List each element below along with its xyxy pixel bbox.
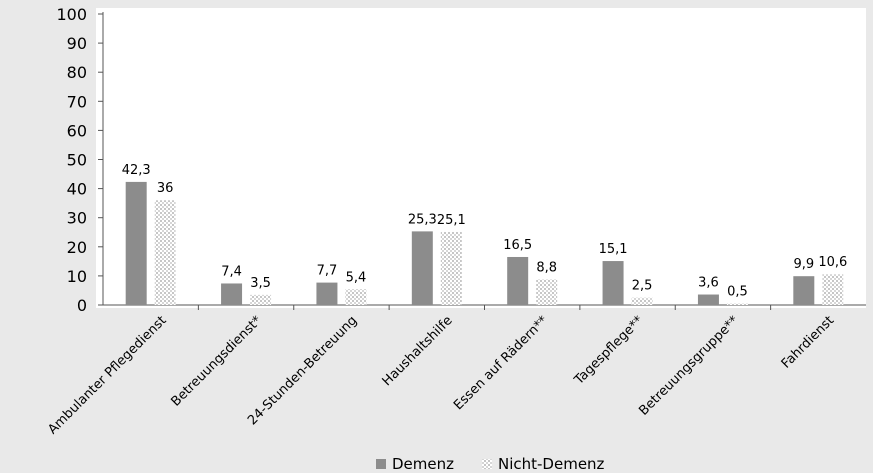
- data-label: 36: [157, 181, 174, 196]
- x-tick-label: Fahrdienst: [779, 313, 837, 371]
- bar-demenz: [697, 294, 719, 305]
- y-tick-label: 70: [67, 92, 87, 111]
- bar-nicht-demenz: [726, 303, 748, 305]
- data-label: 3,5: [250, 276, 271, 291]
- data-label: 5,4: [346, 270, 367, 285]
- y-tick-label: 20: [67, 238, 87, 257]
- data-label: 16,5: [503, 238, 532, 253]
- y-tick-label: 60: [67, 121, 87, 140]
- bar-nicht-demenz: [345, 289, 367, 305]
- bar-nicht-demenz: [440, 231, 462, 305]
- x-tick-label: 24-Stunden-Betreuung: [245, 313, 360, 428]
- data-label: 8,8: [536, 260, 557, 275]
- x-tick-label: Betreuungsdienst*: [169, 313, 266, 410]
- y-tick-label: 30: [67, 209, 87, 228]
- data-label: 7,7: [317, 264, 338, 279]
- x-tick-label: Essen auf Rädern**: [451, 313, 551, 413]
- x-tick-label: Tagespflege**: [571, 313, 647, 389]
- data-label: 9,9: [793, 257, 814, 272]
- bar-demenz: [221, 283, 243, 305]
- x-tick-label: Ambulanter Pflegedienst: [45, 313, 169, 437]
- legend-swatch-demenz: [376, 459, 386, 469]
- x-tick-label: Haushaltshilfe: [380, 313, 456, 389]
- data-label: 7,4: [221, 264, 242, 279]
- bar-nicht-demenz: [822, 274, 844, 305]
- bar-nicht-demenz: [631, 297, 653, 305]
- data-label: 10,6: [818, 255, 847, 270]
- legend: Demenz Nicht-Demenz: [376, 455, 605, 473]
- data-label: 42,3: [122, 163, 151, 178]
- data-label: 25,1: [437, 213, 466, 228]
- bar-demenz: [411, 231, 433, 305]
- bar-demenz: [602, 261, 624, 305]
- bar-nicht-demenz: [154, 200, 176, 305]
- data-label: 15,1: [599, 242, 628, 257]
- legend-swatch-nicht-demenz: [482, 459, 492, 469]
- plot-area: [96, 8, 866, 308]
- legend-label: Nicht-Demenz: [498, 455, 605, 473]
- bar-demenz: [507, 256, 529, 305]
- bar-demenz: [793, 276, 815, 305]
- legend-label: Demenz: [392, 455, 454, 473]
- y-tick-label: 40: [67, 180, 87, 199]
- y-tick-label: 80: [67, 63, 87, 82]
- data-label: 2,5: [632, 279, 653, 294]
- y-tick-label: 10: [67, 267, 87, 286]
- bar-nicht-demenz: [536, 279, 558, 305]
- data-label: 3,6: [698, 276, 719, 291]
- y-tick-label: 100: [56, 5, 87, 24]
- data-label: 0,5: [727, 285, 748, 300]
- y-tick-label: 90: [67, 34, 87, 53]
- bar-nicht-demenz: [250, 294, 272, 305]
- data-label: 25,3: [408, 212, 437, 227]
- y-tick-label: 0: [77, 296, 87, 315]
- y-tick-label: 50: [67, 151, 87, 170]
- x-tick-label: Betreuungsgruppe**: [636, 313, 742, 419]
- bar-demenz: [316, 282, 338, 305]
- bar-demenz: [125, 181, 147, 305]
